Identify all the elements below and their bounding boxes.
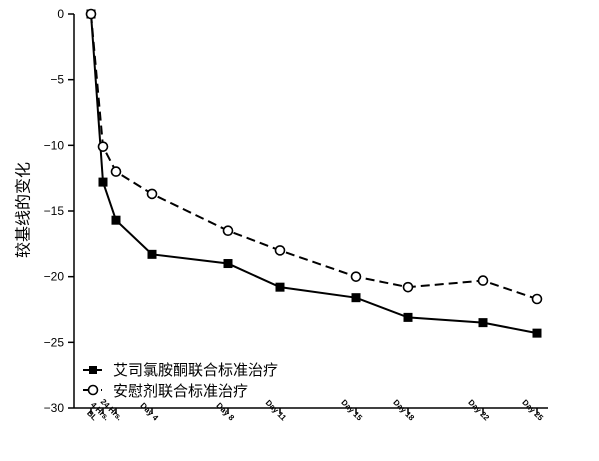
- legend-label-esketamine: 艾司氯胺酮联合标准治疗: [113, 361, 278, 379]
- legend-marker-esketamine: [89, 366, 97, 374]
- data-point-series-1: [146, 188, 158, 200]
- x-tick-label: Day 15: [339, 398, 364, 423]
- legend-marker-placebo: [87, 384, 99, 396]
- x-tick-label: Day 18: [391, 398, 416, 423]
- data-point-series-0: [111, 215, 121, 225]
- data-point-series-1: [402, 281, 414, 293]
- y-tick-label: 0: [57, 7, 64, 21]
- y-axis: 0 −5 −10 −15 −20 −25 −30: [44, 7, 75, 415]
- y-tick-label: −30: [44, 401, 65, 415]
- data-point-series-1: [222, 225, 234, 236]
- legend-label-placebo: 安慰剂联合标准治疗: [113, 382, 248, 400]
- x-tick-label: Day 22: [466, 398, 491, 423]
- data-point-series-0: [147, 249, 157, 259]
- y-tick-label: −10: [44, 138, 65, 152]
- y-tick-label: −15: [44, 204, 65, 218]
- data-point-series-1: [85, 8, 97, 20]
- data-point-series-1: [97, 141, 109, 152]
- data-point-series-1: [110, 166, 122, 177]
- y-tick-label: −5: [50, 73, 64, 87]
- y-tick-label: −25: [44, 335, 65, 349]
- x-tick-label: Day 4: [138, 401, 160, 423]
- legend: 艾司氯胺酮联合标准治疗 安慰剂联合标准治疗: [83, 361, 278, 400]
- data-point-series-1: [477, 275, 489, 286]
- data-point-series-0: [532, 328, 542, 338]
- series-line-0: [90, 13, 538, 335]
- data-point-series-0: [403, 312, 413, 322]
- data-point-series-0: [351, 293, 361, 303]
- y-axis-label: 较基线的变化: [14, 162, 33, 258]
- data-point-series-0: [478, 318, 488, 328]
- x-tick-label: Day 25: [520, 398, 545, 423]
- data-point-series-0: [275, 282, 285, 292]
- data-point-series-1: [274, 245, 286, 256]
- x-axis: BL4 Hrs.24 Hrs. Day 4 Day 8 Day 11 Day 15 Day…: [74, 397, 548, 423]
- series-line-1: [90, 13, 538, 300]
- x-tick-label: Day 8: [214, 401, 236, 423]
- data-point-series-1: [350, 271, 362, 282]
- data-point-series-1: [531, 293, 543, 305]
- x-tick-label: Day 11: [264, 398, 289, 423]
- y-tick-label: −20: [44, 270, 65, 284]
- data-point-series-0: [98, 177, 108, 187]
- series-layer: [85, 8, 543, 338]
- data-point-series-0: [223, 259, 233, 269]
